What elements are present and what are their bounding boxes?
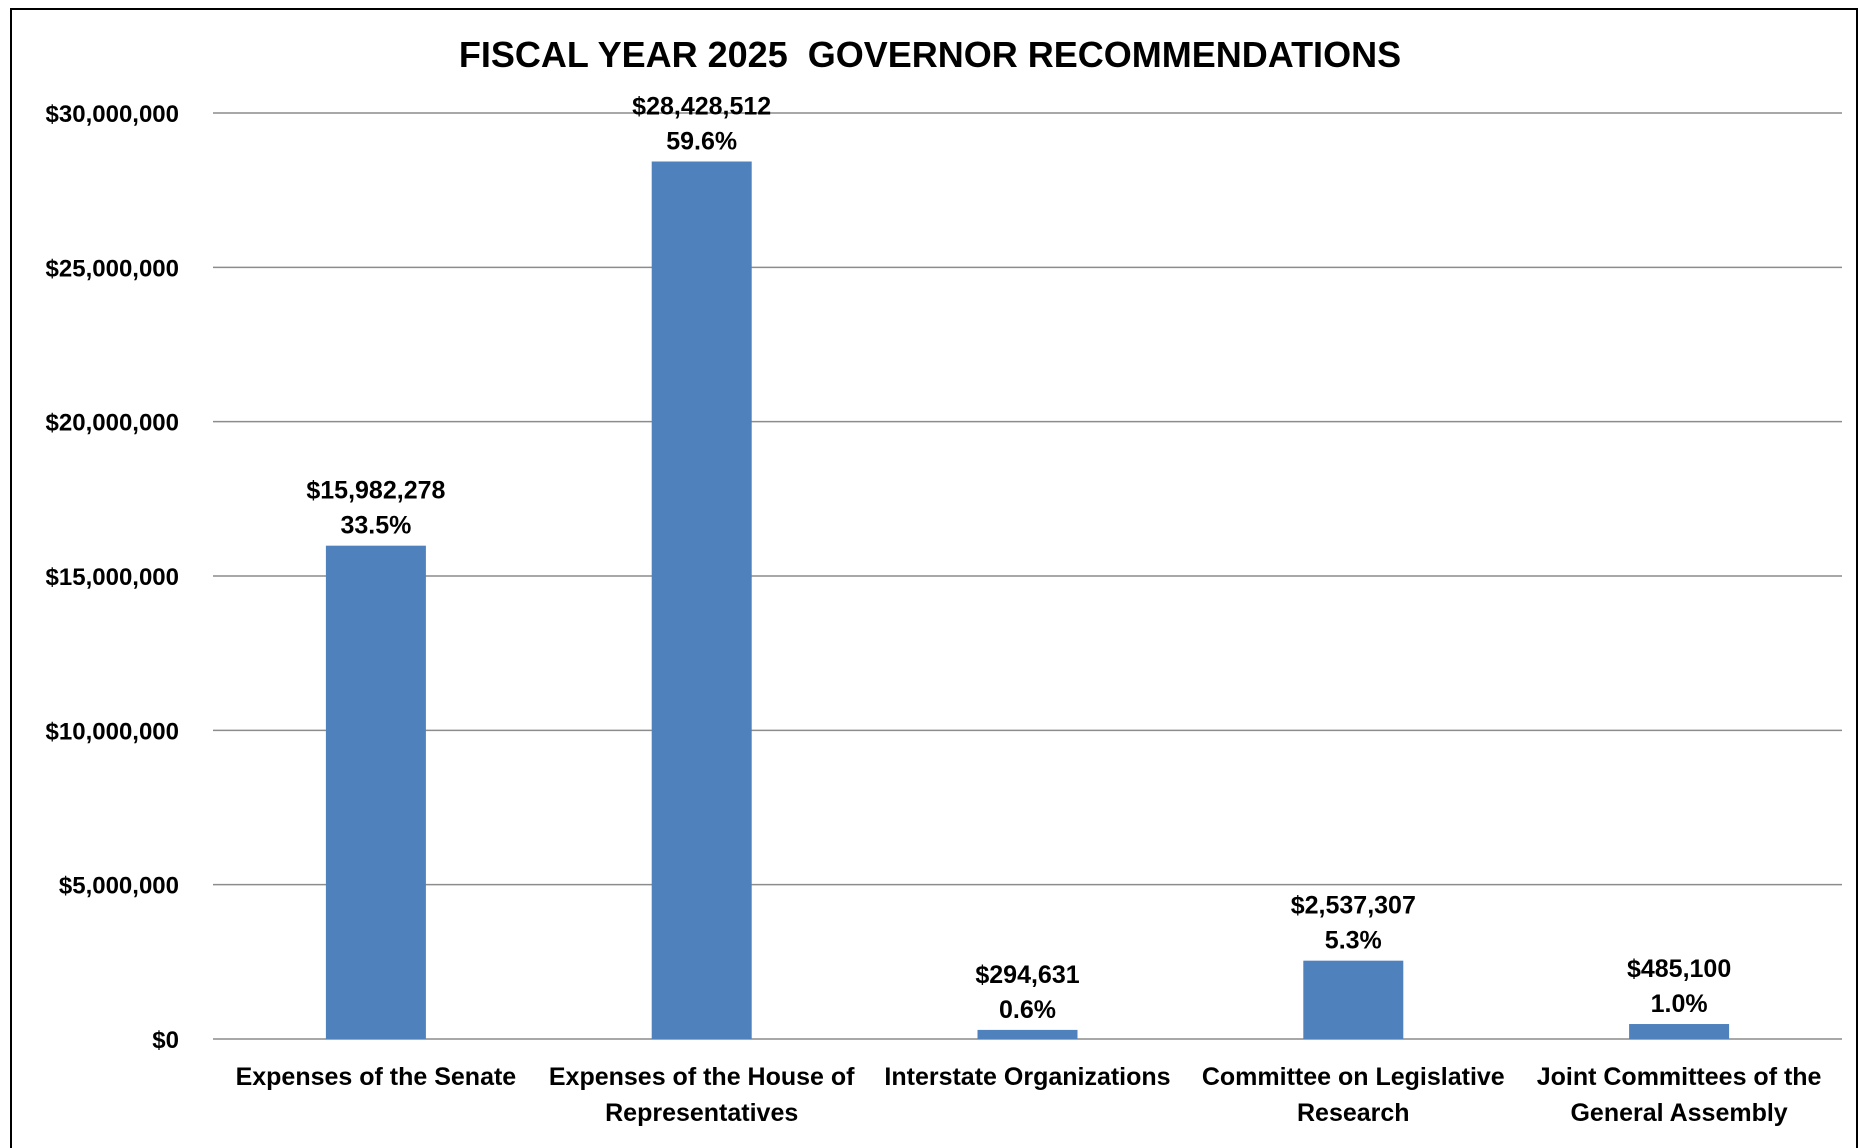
data-label-percent: 33.5%	[340, 512, 411, 540]
x-category-label: Interstate Organizations	[884, 1063, 1170, 1091]
bar	[1303, 960, 1404, 1039]
y-tick-label: $25,000,000	[46, 255, 179, 282]
data-label-percent: 5.3%	[1325, 927, 1382, 955]
data-labels: $15,982,278 33.5% $28,428,512 59.6% $294,631…	[306, 93, 1731, 1024]
x-category-label: General Assembly	[1570, 1099, 1787, 1127]
y-tick-label: $5,000,000	[59, 873, 179, 900]
y-tick-label: $30,000,000	[46, 101, 179, 128]
y-axis-tick-labels: $0 $5,000,000 $10,000,000 $15,000,000 $20,00…	[46, 101, 179, 1054]
data-label-value: $2,537,307	[1291, 892, 1416, 920]
bar	[977, 1029, 1078, 1039]
x-category-label: Expenses of the Senate	[236, 1063, 517, 1091]
bar	[325, 545, 426, 1039]
data-label-percent: 0.6%	[999, 996, 1056, 1024]
data-label-value: $294,631	[975, 961, 1079, 989]
x-category-label: Representatives	[605, 1099, 798, 1127]
data-label-percent: 1.0%	[1651, 990, 1708, 1018]
chart-frame	[10, 8, 1858, 1148]
x-category-label: Joint Committees of the	[1537, 1063, 1822, 1091]
gridlines	[213, 112, 1842, 1040]
data-label-value: $15,982,278	[306, 477, 445, 505]
x-category-label: Research	[1297, 1099, 1410, 1127]
data-label-value: $485,100	[1627, 955, 1731, 983]
chart-title: FISCAL YEAR 2025 GOVERNOR RECOMMENDATION…	[459, 34, 1401, 75]
x-category-label: Expenses of the House of	[549, 1063, 855, 1091]
bar	[1629, 1024, 1730, 1039]
y-tick-label: $10,000,000	[46, 718, 179, 745]
x-category-label: Committee on Legislative	[1202, 1063, 1505, 1091]
bar	[651, 161, 752, 1039]
bars	[325, 161, 1730, 1039]
y-tick-label: $20,000,000	[46, 410, 179, 437]
y-tick-label: $15,000,000	[46, 564, 179, 591]
x-axis-category-labels: Expenses of the Senate Expenses of the Ho…	[236, 1063, 1822, 1127]
data-label-value: $28,428,512	[632, 93, 771, 121]
y-tick-label: $0	[152, 1027, 179, 1054]
data-label-percent: 59.6%	[666, 128, 737, 156]
